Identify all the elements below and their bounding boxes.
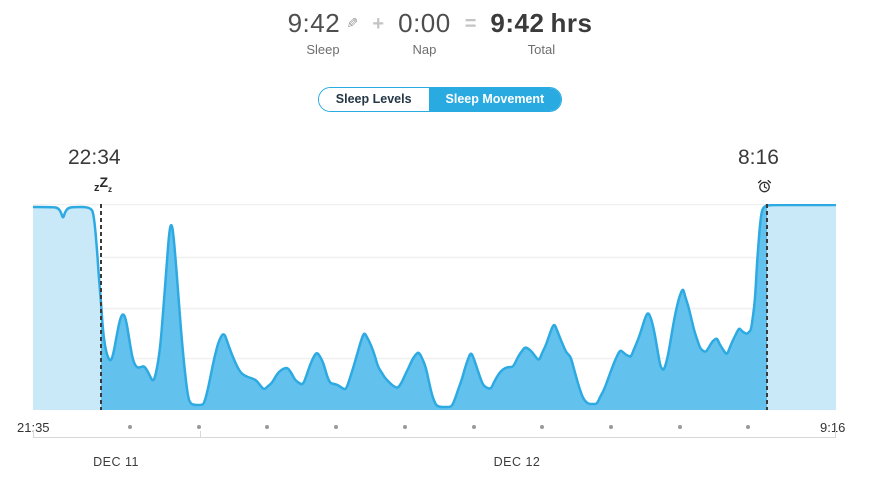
plus-sign: + [372, 13, 385, 35]
sleep-metric: 9:42 ✎ Sleep [288, 8, 359, 57]
sleep-value: 9:42 [287, 8, 341, 38]
nap-metric: 0:00 Nap [398, 8, 451, 57]
wake-time: 8:16 [738, 146, 779, 169]
awake-area-before-sleep [33, 207, 101, 410]
total-label: Total [527, 42, 556, 57]
view-toggle: Sleep Levels Sleep Movement [0, 87, 880, 112]
asleep-movement-area [101, 205, 767, 410]
axis-start-label: 21:35 [17, 420, 50, 435]
total-unit: hrs [550, 8, 593, 38]
tab-sleep-levels[interactable]: Sleep Levels [318, 88, 429, 111]
total-metric: 9:42 hrs Total [490, 8, 592, 57]
nap-value: 0:00 [398, 8, 451, 38]
movement-plot[interactable] [33, 204, 836, 410]
equals-sign: = [464, 13, 477, 35]
sleep-summary: 9:42 ✎ Sleep + 0:00 Nap = 9:42 hrs Total [0, 8, 880, 57]
zzz-sleep-icon: zZz [93, 174, 113, 194]
sleep-start-time: 22:34 [68, 146, 121, 169]
date-label-dec11: DEC 11 [93, 455, 139, 469]
total-value: 9:42 [490, 8, 545, 38]
tab-sleep-movement[interactable]: Sleep Movement [428, 88, 562, 111]
movement-curve-line [33, 204, 836, 409]
awake-area-after-wake [767, 205, 836, 410]
alarm-clock-icon [757, 179, 772, 193]
nap-label: Nap [412, 42, 437, 57]
sleep-label: Sleep [306, 42, 340, 57]
date-bracket [33, 437, 835, 438]
date-label-dec12: DEC 12 [493, 455, 541, 469]
axis-end-label: 9:16 [820, 420, 846, 435]
